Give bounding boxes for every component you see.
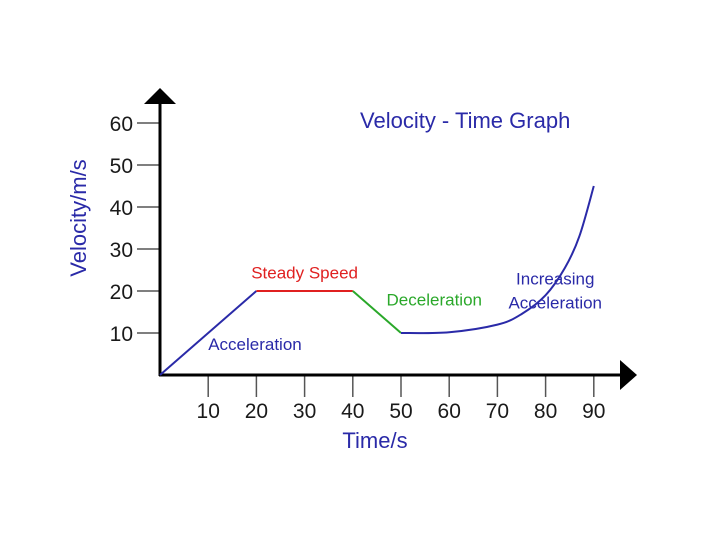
chart-text: Velocity - Time Graph Time/s Velocity/m/… — [66, 108, 570, 453]
x-tick-label-20: 20 — [245, 400, 268, 423]
y-axis-title: Velocity/m/s — [66, 159, 91, 276]
series-lines — [159, 185, 595, 376]
increasing-acceleration-label-line-2: Acceleration — [508, 294, 602, 313]
x-axis-title: Time/s — [342, 428, 407, 453]
y-tick-label-40: 40 — [110, 197, 133, 220]
x-axis-arrow-icon — [620, 360, 637, 390]
axes: 10 20 30 40 50 60 10 20 30 40 50 60 70 80 90 — [110, 88, 637, 423]
series-acceleration-line — [159, 290, 258, 376]
series-increasing-acceleration-line — [400, 185, 595, 335]
segment-annotations: Acceleration Steady Speed Deceleration Incr… — [208, 263, 602, 353]
x-tick-label-30: 30 — [293, 400, 316, 423]
y-tick-label-50: 50 — [110, 155, 133, 178]
y-tick-label-60: 60 — [110, 113, 133, 136]
y-tick-label-10: 10 — [110, 323, 133, 346]
y-tick-label-20: 20 — [110, 281, 133, 304]
x-tick-label-50: 50 — [389, 400, 412, 423]
x-tick-label-70: 70 — [486, 400, 509, 423]
series-deceleration-line — [352, 290, 402, 334]
x-tick-label-40: 40 — [341, 400, 364, 423]
x-tick-label-60: 60 — [438, 400, 461, 423]
steady-speed-label: Steady Speed — [251, 263, 358, 282]
increasing-acceleration-label-line-1: Increasing — [516, 270, 594, 289]
x-tick-label-80: 80 — [534, 400, 557, 423]
x-tick-label-90: 90 — [582, 400, 605, 423]
deceleration-label: Deceleration — [387, 291, 482, 310]
x-tick-label-10: 10 — [197, 400, 220, 423]
acceleration-label: Acceleration — [208, 335, 302, 354]
y-axis-arrow-icon — [144, 88, 176, 104]
y-tick-label-30: 30 — [110, 239, 133, 262]
chart-title: Velocity - Time Graph — [360, 108, 570, 133]
